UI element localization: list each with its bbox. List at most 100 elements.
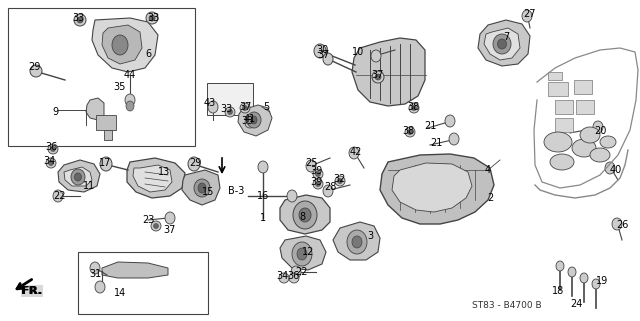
- Ellipse shape: [297, 248, 307, 260]
- Text: 9: 9: [52, 107, 58, 117]
- Text: 38: 38: [407, 102, 419, 112]
- Text: 27: 27: [524, 9, 536, 19]
- Ellipse shape: [371, 50, 381, 62]
- Ellipse shape: [51, 146, 56, 152]
- Ellipse shape: [409, 103, 419, 113]
- Ellipse shape: [149, 15, 155, 21]
- Polygon shape: [333, 222, 380, 260]
- Bar: [574, 80, 592, 94]
- Text: 18: 18: [552, 286, 564, 296]
- Text: 6: 6: [145, 49, 151, 59]
- Polygon shape: [478, 20, 530, 66]
- Ellipse shape: [593, 121, 603, 133]
- Ellipse shape: [46, 158, 56, 168]
- Text: 34: 34: [43, 156, 55, 166]
- Ellipse shape: [248, 120, 253, 126]
- Text: FR.: FR.: [22, 286, 42, 296]
- Polygon shape: [238, 105, 272, 136]
- Polygon shape: [64, 167, 92, 186]
- Ellipse shape: [291, 266, 301, 278]
- Bar: [207, 83, 253, 115]
- Text: 1: 1: [260, 213, 266, 223]
- Ellipse shape: [90, 262, 100, 274]
- Text: 29: 29: [189, 158, 201, 168]
- Text: 12: 12: [302, 247, 314, 257]
- Bar: [8, 8, 195, 146]
- Polygon shape: [484, 28, 520, 60]
- Ellipse shape: [372, 71, 384, 83]
- Ellipse shape: [522, 10, 532, 22]
- Polygon shape: [392, 163, 472, 212]
- Ellipse shape: [146, 12, 158, 24]
- Polygon shape: [102, 262, 168, 278]
- Text: 14: 14: [114, 288, 126, 298]
- Ellipse shape: [188, 157, 200, 171]
- Polygon shape: [96, 115, 116, 130]
- Ellipse shape: [323, 53, 333, 65]
- Ellipse shape: [293, 201, 317, 229]
- Ellipse shape: [337, 178, 342, 184]
- Ellipse shape: [151, 221, 161, 231]
- Text: 43: 43: [204, 98, 216, 108]
- Ellipse shape: [313, 169, 323, 179]
- Ellipse shape: [313, 179, 323, 189]
- Ellipse shape: [550, 154, 574, 170]
- Text: 37: 37: [239, 102, 251, 112]
- Polygon shape: [102, 25, 142, 64]
- Ellipse shape: [208, 101, 218, 113]
- Text: 34: 34: [276, 271, 288, 281]
- Text: 17: 17: [99, 158, 111, 168]
- Ellipse shape: [405, 127, 415, 137]
- Text: 3: 3: [367, 231, 373, 241]
- Ellipse shape: [53, 190, 63, 202]
- Bar: [555, 118, 573, 132]
- Ellipse shape: [258, 161, 268, 173]
- Text: 21: 21: [430, 138, 442, 148]
- Text: 28: 28: [324, 182, 336, 192]
- Text: 40: 40: [610, 165, 622, 175]
- Ellipse shape: [74, 173, 81, 181]
- Ellipse shape: [292, 242, 312, 266]
- Polygon shape: [380, 154, 494, 224]
- Ellipse shape: [289, 273, 299, 283]
- Ellipse shape: [580, 127, 600, 143]
- Ellipse shape: [605, 162, 615, 174]
- Text: 20: 20: [594, 126, 606, 136]
- Text: 32: 32: [333, 174, 345, 184]
- Ellipse shape: [198, 183, 206, 193]
- Ellipse shape: [590, 148, 610, 162]
- Text: 37: 37: [164, 225, 176, 235]
- Ellipse shape: [247, 112, 261, 128]
- Text: 36: 36: [45, 142, 57, 152]
- Ellipse shape: [74, 14, 86, 26]
- Text: 2: 2: [487, 193, 493, 203]
- Text: 24: 24: [570, 299, 582, 309]
- Text: 42: 42: [350, 147, 362, 157]
- Bar: [78, 252, 208, 314]
- Ellipse shape: [77, 17, 83, 23]
- Text: 21: 21: [424, 121, 436, 131]
- Text: 19: 19: [596, 276, 608, 286]
- Text: 31: 31: [89, 269, 101, 279]
- Ellipse shape: [279, 273, 289, 283]
- Ellipse shape: [335, 176, 345, 186]
- Text: 44: 44: [124, 70, 136, 80]
- Ellipse shape: [493, 34, 511, 54]
- Ellipse shape: [165, 212, 175, 224]
- Ellipse shape: [449, 133, 459, 145]
- Polygon shape: [182, 170, 220, 205]
- Ellipse shape: [347, 230, 367, 254]
- Text: B-3: B-3: [228, 186, 244, 196]
- Ellipse shape: [445, 115, 455, 127]
- Ellipse shape: [240, 103, 250, 113]
- Text: 39: 39: [310, 166, 322, 176]
- Text: 13: 13: [158, 167, 170, 177]
- Ellipse shape: [95, 281, 105, 293]
- Text: 22: 22: [296, 267, 308, 277]
- Text: 39: 39: [310, 177, 322, 187]
- Text: 33: 33: [241, 116, 253, 126]
- Ellipse shape: [592, 279, 600, 289]
- Ellipse shape: [30, 65, 42, 77]
- Bar: [555, 100, 573, 114]
- Text: 7: 7: [503, 32, 509, 42]
